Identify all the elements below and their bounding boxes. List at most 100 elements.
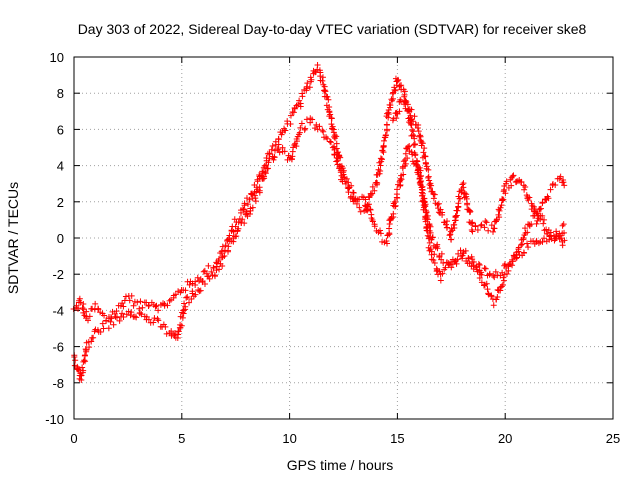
data-point [225,243,232,250]
data-point [412,160,419,167]
x-tick-label: 0 [70,431,77,446]
data-point [422,153,429,160]
data-point [561,237,568,244]
data-point [430,256,437,263]
data-point [409,158,416,165]
data-point [175,328,182,335]
data-point [371,223,378,230]
data-point [424,232,431,239]
data-point [404,155,411,162]
data-point [440,259,447,266]
data-point [455,250,462,257]
data-point [226,232,233,239]
data-point [512,255,519,262]
data-point [197,287,204,294]
data-point [261,175,268,182]
data-point [383,238,390,245]
data-point [455,200,462,207]
chart-title: Day 303 of 2022, Sidereal Day-to-day VTE… [78,21,587,37]
data-point [295,131,302,138]
data-point [429,234,436,241]
data-point [486,270,493,277]
x-tick-label: 10 [282,431,296,446]
data-point [391,86,398,93]
data-point [298,120,305,127]
data-point [320,128,327,135]
data-point [374,180,381,187]
data-point [459,252,466,259]
data-point [449,261,456,268]
data-point [539,238,546,245]
data-point [469,220,476,227]
data-point [168,328,175,335]
data-point [477,222,484,229]
data-point [230,238,237,245]
data-point [382,134,389,141]
data-point [313,121,320,128]
x-tick-label: 5 [178,431,185,446]
data-point [561,229,568,236]
series-main-track [70,61,568,324]
data-point [182,303,189,310]
data-point [139,304,146,311]
data-point [518,178,525,185]
data-point [178,322,185,329]
data-point [379,156,386,163]
data-point [560,179,567,186]
data-point [75,305,82,312]
data-point [547,232,554,239]
data-point [350,189,357,196]
data-point [201,281,208,288]
data-point [183,294,190,301]
data-point [468,227,475,234]
data-point [297,100,304,107]
data-point [335,149,342,156]
data-point [332,135,339,142]
data-point [130,302,137,309]
data-point [80,309,87,316]
data-point [528,221,535,228]
data-point [535,240,542,247]
data-point [509,258,516,265]
data-point [244,201,251,208]
data-point [478,279,485,286]
data-point [541,235,548,242]
data-point [301,126,308,133]
data-point [179,314,186,321]
grid [74,57,613,419]
data-point [521,186,528,193]
data-point [328,115,335,122]
data-point [192,291,199,298]
data-point [431,191,438,198]
data-point [443,218,450,225]
data-point [422,218,429,225]
data-point [460,184,467,191]
data-point [438,256,445,263]
data-point [537,212,544,219]
data-point [493,296,500,303]
data-point [239,216,246,223]
data-point [509,262,516,269]
data-point [319,77,326,84]
data-point [510,172,517,179]
data-point [211,272,218,279]
y-tick-label: -10 [45,412,64,427]
data-point [499,281,506,288]
data-point [281,148,288,155]
data-point [522,183,529,190]
data-point [492,268,499,275]
data-point [377,162,384,169]
data-point [505,267,512,274]
data-point [288,155,295,162]
data-point [166,297,173,304]
data-point [490,228,497,235]
data-point [134,299,141,306]
data-point [418,184,425,191]
data-point [381,137,388,144]
data-point [181,300,188,307]
data-point [387,104,394,111]
x-tick-label: 25 [606,431,620,446]
data-point [192,278,199,285]
data-point [77,299,84,306]
data-point [474,227,481,234]
